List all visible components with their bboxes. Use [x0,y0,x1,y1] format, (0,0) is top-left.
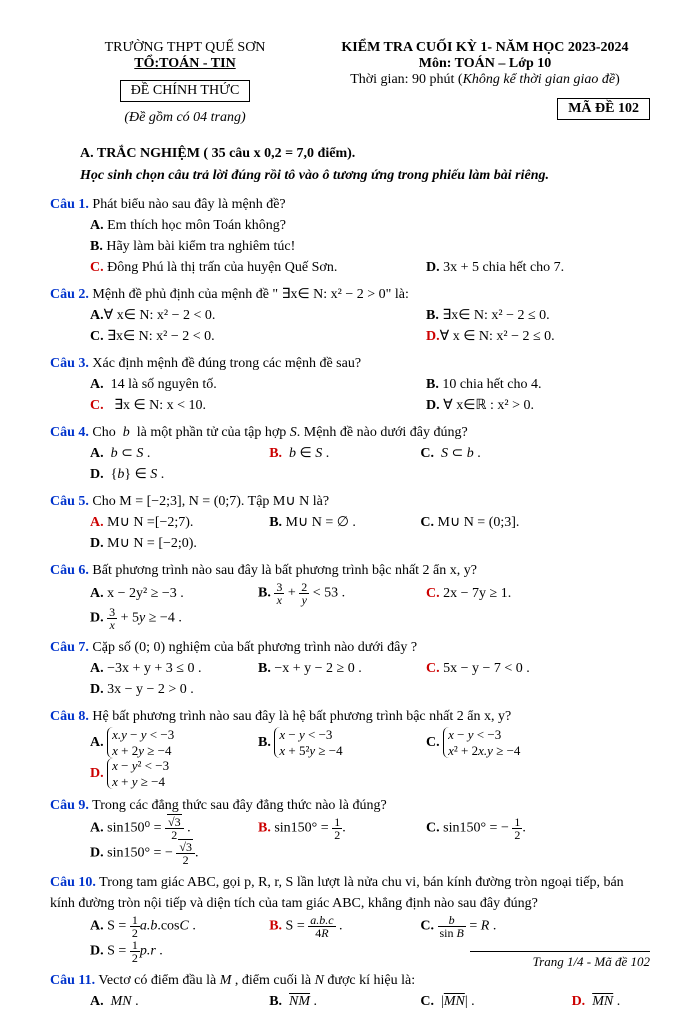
question-2: Câu 2. Mệnh đề phủ định của mệnh đề " ∃x… [50,284,650,347]
q6-c: 2x − 7y ≥ 1. [443,586,511,601]
subject: Môn: TOÁN – Lớp 10 [320,56,650,72]
question-7: Câu 7. Cặp số (0; 0) nghiệm của bất phươ… [50,637,650,700]
q7-b: −x + y − 2 ≥ 0 . [274,661,361,676]
school-name: TRƯỜNG THPT QUẾ SƠN [50,40,320,56]
q8-num: Câu 8. [50,709,89,724]
q1-text: Phát biểu nào sau đây là mệnh đề? [92,197,285,212]
q2-num: Câu 2. [50,287,89,302]
header-right: KIỂM TRA CUỐI KỲ 1- NĂM HỌC 2023-2024 Mô… [320,40,650,126]
q3-a: 14 là số nguyên tố. [111,377,217,392]
q7-d: 3x − y − 2 > 0 . [107,682,194,697]
q2-b: ∃x∈ N: x² − 2 ≤ 0. [442,308,549,323]
q3-b: 10 chia hết cho 4. [442,377,541,392]
page-footer: Trang 1/4 - Mã đề 102 [470,951,650,970]
time-limit: Thời gian: 90 phút (Không kể thời gian g… [320,72,650,88]
q7-num: Câu 7. [50,640,89,655]
q2-d: ∀ x ∈ N: x² − 2 ≤ 0. [440,329,555,344]
q2-c: ∃x∈ N: x² − 2 < 0. [107,329,215,344]
q1-c: Đông Phú là thị trấn của huyện Quế Sơn. [107,260,337,275]
q5-b: M∪ N = ∅ . [286,515,356,530]
q1-d: 3x + 5 chia hết cho 7. [443,260,564,275]
q6-num: Câu 6. [50,563,89,578]
q6-text: Bất phương trình nào sau đây là bất phươ… [92,563,477,578]
q11-num: Câu 11. [50,973,95,988]
q5-text: Cho M = [−2;3], N = (0;7). Tập M∪ N là? [92,494,329,509]
section-a-title: A. TRẮC NGHIỆM ( 35 câu x 0,2 = 7,0 điểm… [80,146,650,162]
q7-text: Cặp số (0; 0) nghiệm của bất phương trìn… [92,640,417,655]
q3-c: ∃x ∈ N: x < 10. [114,398,206,413]
exam-title: KIỂM TRA CUỐI KỲ 1- NĂM HỌC 2023-2024 [320,40,650,56]
question-11: Câu 11. Vectơ có điểm đầu là M , điểm cu… [50,970,650,1012]
q5-d: M∪ N = [−2;0). [107,536,197,551]
q3-num: Câu 3. [50,356,89,371]
q5-c: M∪ N = (0;3]. [438,515,520,530]
q1-a: Em thích học môn Toán không? [107,218,286,233]
instruction: Học sinh chọn câu trả lời đúng rồi tô và… [80,168,650,184]
header-left: TRƯỜNG THPT QUẾ SƠN TỔ:TOÁN - TIN ĐỀ CHÍ… [50,40,320,126]
question-9: Câu 9. Trong các đẳng thức sau đây đẳng … [50,795,650,866]
header: TRƯỜNG THPT QUẾ SƠN TỔ:TOÁN - TIN ĐỀ CHÍ… [50,40,650,126]
q1-num: Câu 1. [50,197,89,212]
q5-a: M∪ N =[−2;7). [107,515,193,530]
q3-d: ∀ x∈ℝ : x² > 0. [443,398,534,413]
q10-text: Trong tam giác ABC, gọi p, R, r, S lần l… [50,875,624,911]
q3-text: Xác định mệnh đề đúng trong các mệnh đề … [92,356,361,371]
question-1: Câu 1. Phát biểu nào sau đây là mệnh đề?… [50,194,650,278]
q6-a: x − 2y² ≥ −3 . [107,586,184,601]
time-suffix: ) [615,72,620,87]
q2-a: ∀ x∈ N: x² − 2 < 0. [104,308,216,323]
page-count: (Đề gồm có 04 trang) [50,110,320,126]
time-note: Không kể thời gian giao đề [463,72,616,87]
q10-num: Câu 10. [50,875,96,890]
question-8: Câu 8. Hệ bất phương trình nào sau đây l… [50,706,650,789]
q9-text: Trong các đẳng thức sau đây đẳng thức nà… [92,798,387,813]
q7-a: −3x + y + 3 ≤ 0 . [107,661,201,676]
department: TỔ:TOÁN - TIN [50,56,320,72]
q2-text: Mệnh đề phủ định của mệnh đề " ∃x∈ N: x²… [92,287,408,302]
q8-text: Hệ bất phương trình nào sau đây là hệ bấ… [92,709,511,724]
q11-text: Vectơ có điểm đầu là M , điểm cuối là N … [98,973,415,988]
time-prefix: Thời gian: 90 phút ( [350,72,462,87]
exam-code: MÃ ĐỀ 102 [557,98,650,120]
question-4: Câu 4. Cho b là một phần tử của tập hợp … [50,422,650,485]
q7-c: 5x − y − 7 < 0 . [443,661,530,676]
q4-text: Cho b là một phần tử của tập hợp S. Mệnh… [92,425,467,440]
q4-num: Câu 4. [50,425,89,440]
q5-num: Câu 5. [50,494,89,509]
q1-b: Hãy làm bài kiểm tra nghiêm túc! [106,239,295,254]
q9-num: Câu 9. [50,798,89,813]
question-5: Câu 5. Cho M = [−2;3], N = (0;7). Tập M∪… [50,491,650,554]
question-6: Câu 6. Bất phương trình nào sau đây là b… [50,560,650,631]
official-label: ĐỀ CHÍNH THỨC [120,80,251,102]
question-3: Câu 3. Xác định mệnh đề đúng trong các m… [50,353,650,416]
